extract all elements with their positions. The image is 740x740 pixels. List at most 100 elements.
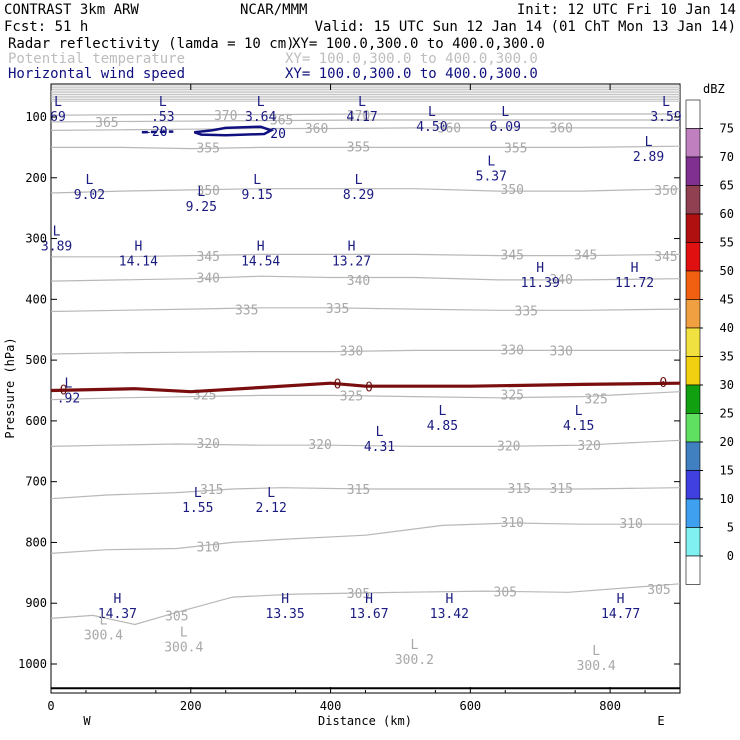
- theta-label: 315: [549, 482, 572, 497]
- theta-label: 350: [197, 184, 220, 199]
- theta-label: 310: [619, 517, 642, 532]
- theta-label: 340: [549, 273, 572, 288]
- forecast-hour: Fcst: 51 h: [4, 19, 88, 35]
- theta-contour-320: [50, 439, 681, 447]
- axis-layer: 0 200 400 600 800100200300400500600700800900…: [18, 84, 680, 713]
- extremum-value: 4.50: [416, 120, 447, 135]
- extremum-marker: H: [113, 592, 121, 607]
- extremum-marker: L: [53, 225, 61, 240]
- field-wind-xy: XY= 100.0,300.0 to 400.0,300.0: [285, 66, 538, 82]
- extremum-marker: H: [631, 261, 639, 276]
- colorbar-swatch: [685, 384, 701, 414]
- theta-label: 365: [95, 116, 118, 131]
- extremum-marker: L: [355, 173, 363, 188]
- colorbar-swatch: [685, 213, 701, 243]
- theta-label: 315: [347, 483, 370, 498]
- contour-label: -20: [144, 125, 167, 140]
- extremum-value: 3.59: [650, 110, 681, 125]
- colorbar-swatch: [685, 527, 701, 557]
- y-tick-label: 200: [25, 171, 47, 185]
- extremum-marker: L: [428, 105, 436, 120]
- extremum-marker: L: [257, 95, 265, 110]
- colorbar-level: 30: [720, 378, 734, 392]
- extremum-value: 13.67: [349, 607, 388, 622]
- theta-label: 310: [197, 540, 220, 555]
- colorbar-level: 50: [720, 264, 734, 278]
- extremum-value: 9.15: [242, 188, 273, 203]
- theta-label: 335: [326, 302, 349, 317]
- theta-contour-315: [50, 487, 681, 500]
- extremum-marker: L: [180, 626, 188, 641]
- extremum-value: 11.39: [521, 276, 560, 291]
- extremum-value: 300.4: [577, 659, 616, 674]
- extremum-marker: L: [159, 95, 167, 110]
- valid-time: Valid: 15 UTC Sun 12 Jan 14 (01 ChT Mon …: [315, 19, 736, 35]
- theta-label: 345: [574, 249, 597, 264]
- theta-label: 325: [584, 393, 607, 408]
- x-axis-label: Distance (km): [318, 714, 412, 728]
- y-tick-label: 100: [25, 110, 47, 124]
- theta-label: 340: [197, 272, 220, 287]
- extremum-value: 14.14: [119, 255, 158, 270]
- contour-label: 0: [365, 380, 373, 395]
- theta-label: 315: [200, 483, 223, 498]
- theta-label: 320: [197, 437, 220, 452]
- extremum-marker: L: [411, 638, 419, 653]
- x-right-end-label: E: [657, 714, 664, 728]
- theta-contour-330: [50, 349, 680, 355]
- field-reflectivity: Radar reflectivity (lamda = 10 cm): [8, 36, 295, 52]
- plot-layer: 305 305 305 305 310 310 310 315 315 315 315 320 320 3…: [41, 85, 682, 690]
- theta-label: 370: [347, 109, 370, 124]
- theta-label: 355: [347, 140, 370, 155]
- extremum-value: 13.42: [430, 607, 469, 622]
- colorbar-swatch: [685, 185, 701, 215]
- theta-label: 345: [654, 250, 677, 265]
- extremum-value: 14.77: [601, 607, 640, 622]
- colorbar-level: 15: [720, 464, 734, 478]
- colorbar-level: 35: [720, 350, 734, 364]
- theta-label: 330: [340, 345, 363, 360]
- x-tick-label: 200: [180, 699, 202, 713]
- extremum-marker: H: [536, 261, 544, 276]
- y-tick-label: 400: [25, 292, 47, 306]
- y-tick-label: 300: [25, 232, 47, 246]
- extremum-marker: L: [438, 404, 446, 419]
- extremum-value: 5.37: [476, 170, 507, 185]
- theta-label: 345: [197, 250, 220, 265]
- x-tick-label: 400: [320, 699, 342, 713]
- theta-label: 305: [494, 585, 517, 600]
- extremum-marker: L: [54, 95, 62, 110]
- theta-contour-305: [50, 583, 681, 626]
- colorbar-swatch: [685, 128, 701, 158]
- y-tick-label: 1000: [18, 657, 47, 671]
- x-left-end-label: W: [83, 714, 91, 728]
- y-tick-label: 700: [25, 475, 47, 489]
- colorbar-swatch: [685, 470, 701, 500]
- contour-label: 0: [60, 384, 68, 399]
- extremum-value: .53: [151, 110, 174, 125]
- extremum-value: 300.2: [395, 653, 434, 668]
- theta-label: 320: [308, 438, 331, 453]
- colorbar-swatch: [685, 270, 701, 300]
- extremum-value: 4.85: [427, 419, 458, 434]
- theta-contour-360: [50, 127, 680, 131]
- colorbar-swatch: [685, 356, 701, 386]
- theta-label: 360: [438, 122, 461, 137]
- colorbar-swatch: [685, 555, 701, 585]
- field-theta-xy: XY= 100.0,300.0 to 400.0,300.0: [285, 51, 538, 67]
- colorbar-swatch: [685, 498, 701, 528]
- model-title: CONTRAST 3km ARW: [4, 2, 139, 18]
- extremum-value: 2.12: [255, 501, 286, 516]
- init-time: Init: 12 UTC Fri 10 Jan 14: [517, 2, 736, 18]
- extremum-marker: H: [281, 592, 289, 607]
- theta-label: 325: [340, 390, 363, 405]
- theta-label: 310: [501, 516, 524, 531]
- theta-label: 360: [549, 122, 572, 137]
- colorbar-swatch: [685, 156, 701, 186]
- field-theta: Potential temperature: [8, 51, 185, 67]
- theta-label: 320: [577, 439, 600, 454]
- theta-label: 305: [647, 583, 670, 598]
- theta-label: 340: [347, 274, 370, 289]
